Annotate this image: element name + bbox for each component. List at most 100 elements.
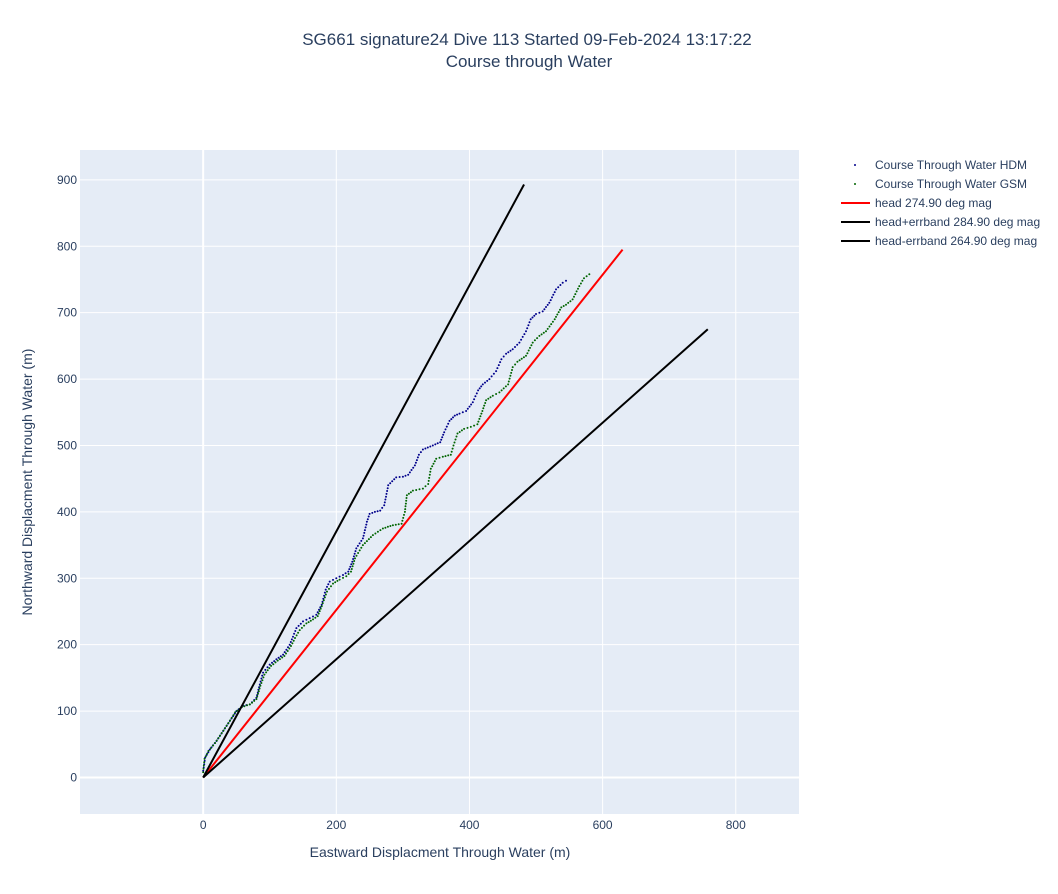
y-axis-title: Northward Displacment Through Water (m) [19,349,35,616]
y-tick-label: 300 [57,571,77,585]
data-point [477,389,480,392]
data-point [350,568,353,570]
data-point [355,554,358,557]
data-point [246,704,249,707]
data-point [562,305,565,307]
data-point [277,656,280,659]
data-point [573,295,575,298]
data-point [431,444,434,447]
data-point [428,476,431,479]
data-point [385,495,387,498]
data-point [379,529,382,532]
data-point [307,621,310,624]
data-point [479,415,482,418]
data-point [263,673,266,676]
data-point [481,410,484,412]
data-point [431,465,434,468]
data-point [401,519,404,522]
x-tick-label: 600 [593,818,613,832]
data-point [419,451,422,454]
data-point [470,403,473,406]
data-point [531,316,534,319]
data-point [350,563,353,566]
data-point [476,423,479,426]
data-point [371,511,374,514]
data-point [202,769,205,772]
data-point [557,311,560,314]
data-point [433,460,436,463]
data-point [224,727,227,729]
data-point [408,471,411,474]
data-point [505,352,508,355]
data-point [260,677,263,680]
data-point [565,279,567,282]
data-point [360,546,363,549]
data-point [495,370,498,373]
data-point [300,626,303,629]
data-point [421,487,424,490]
data-point [530,344,533,347]
data-point [320,605,323,608]
y-tick-label: 400 [57,505,77,519]
data-point [458,431,461,433]
data-point [283,651,286,654]
data-point [559,308,561,311]
data-point [567,301,570,304]
data-point [371,534,374,537]
data-point [518,341,521,344]
data-point [376,510,379,513]
data-point [473,424,476,427]
data-point [293,632,296,635]
data-point [555,315,557,318]
series-line-head-274-90-deg-mag [202,248,624,779]
data-point [507,380,510,383]
data-point [526,352,529,355]
data-point [403,510,406,513]
data-point [447,454,450,457]
data-point [207,749,210,752]
data-point [302,620,304,623]
data-point [309,619,312,622]
data-point [317,612,320,615]
data-point [557,286,560,289]
data-point [367,515,370,518]
data-point [555,288,557,291]
data-point [454,438,457,441]
data-point [386,525,389,528]
data-point [426,446,429,449]
data-point [418,488,421,491]
data-point [486,379,489,382]
data-point [274,661,277,664]
data-point [326,590,328,593]
legend-label: head-errband 264.90 deg mag [875,234,1037,248]
data-point [545,306,547,308]
data-point [495,393,498,395]
data-point [480,412,483,415]
data-point [415,459,418,462]
data-point [290,638,293,641]
data-point [529,318,532,321]
chart-title: SG661 signature24 Dive 113 Started 09-Fe… [302,30,752,71]
data-point [560,306,563,309]
data-point [541,310,544,313]
data-point [327,583,330,586]
data-point [417,453,420,456]
data-point [484,402,487,404]
data-point [363,531,366,534]
data-point [297,624,300,627]
series-layer [202,184,709,779]
data-point [217,737,220,739]
data-point [449,453,452,456]
data-point [385,492,388,495]
data-point [442,433,445,436]
data-point [409,491,412,494]
data-point [509,349,512,352]
data-point [463,427,466,430]
data-point [338,575,341,578]
data-point [401,475,404,478]
data-point [361,537,364,540]
data-point [445,425,448,428]
data-point [523,333,526,336]
data-point [508,377,511,380]
data-point [229,719,232,722]
